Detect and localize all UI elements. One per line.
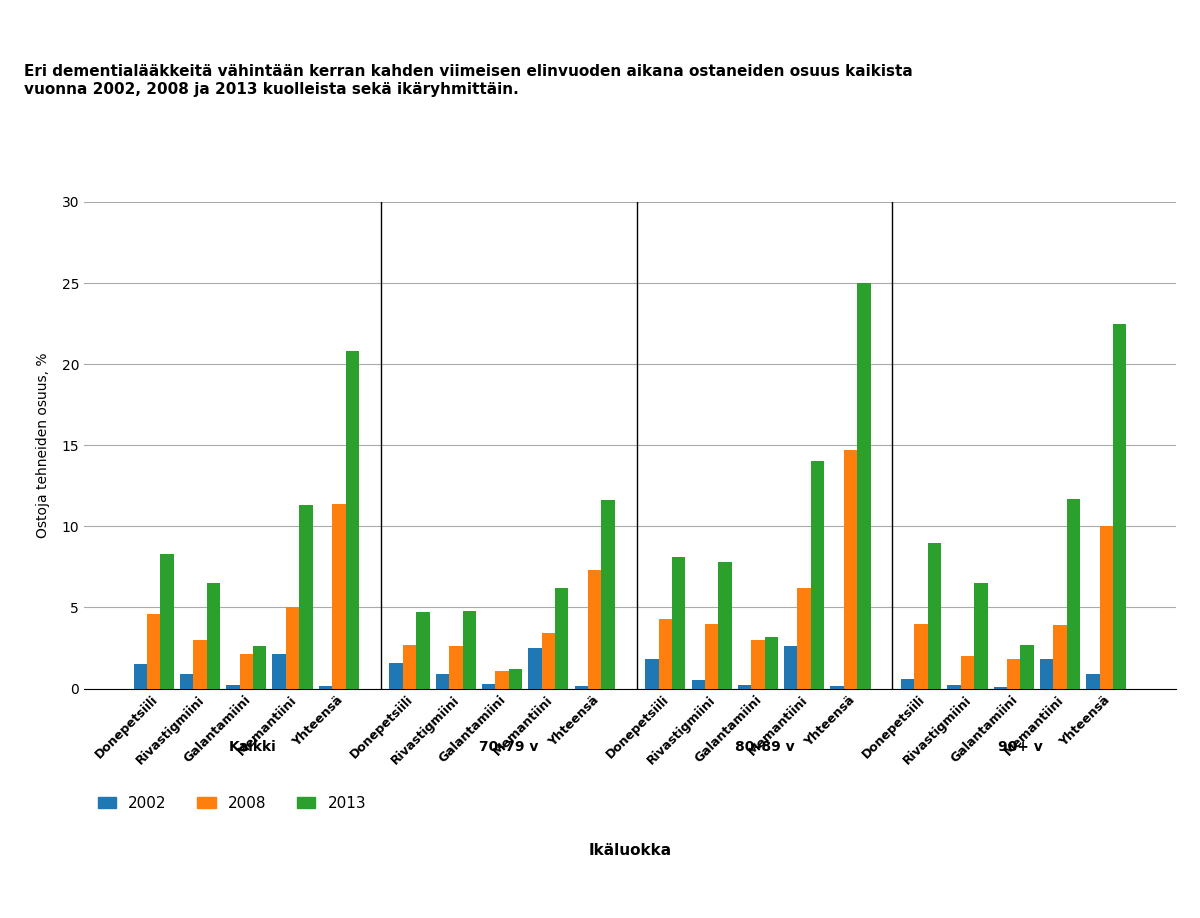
Bar	[193, 640, 206, 688]
Bar	[462, 610, 476, 688]
Bar	[857, 283, 870, 688]
Bar	[601, 500, 614, 688]
Bar	[844, 450, 857, 688]
Bar	[1054, 625, 1067, 688]
Bar	[390, 663, 403, 688]
Text: KUVIO 1.: KUVIO 1.	[12, 9, 95, 28]
Bar	[180, 674, 193, 688]
Bar	[240, 655, 253, 688]
Bar	[1040, 659, 1054, 688]
Bar	[449, 646, 462, 688]
Text: 70–79 v: 70–79 v	[479, 741, 539, 755]
Bar	[556, 588, 569, 688]
Bar	[994, 687, 1007, 688]
Bar	[764, 636, 778, 688]
Bar	[646, 659, 659, 688]
Bar	[346, 352, 359, 688]
Bar	[332, 504, 346, 688]
Bar	[719, 562, 732, 688]
Bar	[1086, 674, 1099, 688]
Text: Kaikki: Kaikki	[229, 741, 277, 755]
Bar	[272, 655, 286, 688]
Bar	[148, 614, 161, 688]
Bar	[509, 669, 522, 688]
Bar	[659, 619, 672, 688]
Bar	[811, 462, 824, 688]
Bar	[1099, 526, 1112, 688]
X-axis label: Ikäluokka: Ikäluokka	[588, 844, 672, 858]
Bar	[206, 583, 220, 688]
Y-axis label: Ostoja tehneiden osuus, %: Ostoja tehneiden osuus, %	[36, 353, 50, 538]
Bar	[541, 633, 556, 688]
Text: 80–89 v: 80–89 v	[734, 741, 794, 755]
Bar	[704, 623, 719, 688]
Bar	[299, 505, 313, 688]
Bar	[974, 583, 988, 688]
Bar	[588, 570, 601, 688]
Bar	[575, 686, 588, 688]
Bar	[784, 646, 798, 688]
Text: 90+ v: 90+ v	[998, 741, 1043, 755]
Bar	[914, 623, 928, 688]
Bar	[482, 684, 496, 688]
Bar	[738, 685, 751, 688]
Bar	[798, 588, 811, 688]
Bar	[901, 678, 914, 688]
Bar	[403, 644, 416, 688]
Legend: 2002, 2008, 2013: 2002, 2008, 2013	[91, 789, 372, 817]
Bar	[961, 656, 974, 688]
Bar	[286, 608, 299, 688]
Bar	[227, 685, 240, 688]
Bar	[133, 665, 148, 688]
Bar	[161, 554, 174, 688]
Bar	[528, 648, 541, 688]
Bar	[416, 612, 430, 688]
Bar	[1007, 659, 1020, 688]
Bar	[751, 640, 764, 688]
Bar	[830, 686, 844, 688]
Bar	[1112, 323, 1127, 688]
Bar	[1067, 498, 1080, 688]
Bar	[928, 543, 941, 688]
Bar	[319, 686, 332, 688]
Bar	[253, 646, 266, 688]
Bar	[496, 671, 509, 688]
Bar	[947, 685, 961, 688]
Bar	[436, 674, 449, 688]
Bar	[691, 680, 704, 688]
Bar	[1020, 644, 1033, 688]
Bar	[672, 557, 685, 688]
Text: Eri dementialääkkeitä vähintään kerran kahden viimeisen elinvuoden aikana ostane: Eri dementialääkkeitä vähintään kerran k…	[24, 64, 913, 96]
